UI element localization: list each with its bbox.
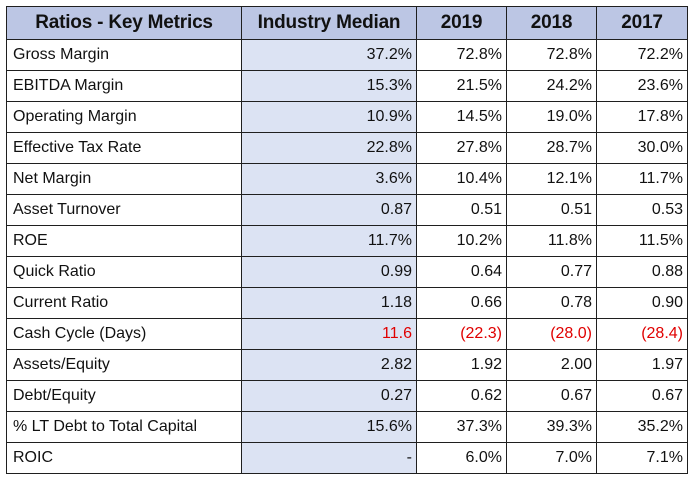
metric-label: Current Ratio — [6, 287, 242, 319]
value-2017: 35.2% — [596, 411, 688, 443]
value-2017: 30.0% — [596, 132, 688, 164]
value-2018: 0.67 — [506, 380, 597, 412]
industry-median-value: - — [241, 442, 417, 474]
value-2017: 17.8% — [596, 101, 688, 133]
value-2019: 10.2% — [416, 225, 507, 257]
table-row: % LT Debt to Total Capital 15.6% 37.3% 3… — [6, 411, 688, 443]
value-2019: (22.3) — [416, 318, 507, 350]
table-row: Asset Turnover 0.87 0.51 0.51 0.53 — [6, 194, 688, 226]
value-2018: 12.1% — [506, 163, 597, 195]
value-2018: 2.00 — [506, 349, 597, 381]
value-2017: 11.7% — [596, 163, 688, 195]
industry-median-value: 0.27 — [241, 380, 417, 412]
value-2019: 14.5% — [416, 101, 507, 133]
value-2017: 23.6% — [596, 70, 688, 102]
table-row: ROE 11.7% 10.2% 11.8% 11.5% — [6, 225, 688, 257]
metric-label: Debt/Equity — [6, 380, 242, 412]
ratios-table-container: Ratios - Key Metrics Industry Median 201… — [6, 6, 688, 474]
ratios-table: Ratios - Key Metrics Industry Median 201… — [6, 6, 688, 474]
value-2018: 39.3% — [506, 411, 597, 443]
value-2019: 0.62 — [416, 380, 507, 412]
metric-label: % LT Debt to Total Capital — [6, 411, 242, 443]
metric-label: ROIC — [6, 442, 242, 474]
value-2017: (28.4) — [596, 318, 688, 350]
metric-label: Assets/Equity — [6, 349, 242, 381]
value-2018: 0.78 — [506, 287, 597, 319]
value-2019: 37.3% — [416, 411, 507, 443]
value-2019: 27.8% — [416, 132, 507, 164]
metric-label: Quick Ratio — [6, 256, 242, 288]
value-2018: 0.51 — [506, 194, 597, 226]
value-2019: 21.5% — [416, 70, 507, 102]
industry-median-value: 10.9% — [241, 101, 417, 133]
header-2017: 2017 — [596, 6, 688, 40]
value-2018: 7.0% — [506, 442, 597, 474]
industry-median-value: 1.18 — [241, 287, 417, 319]
metric-label: Gross Margin — [6, 39, 242, 71]
metric-label: ROE — [6, 225, 242, 257]
value-2019: 6.0% — [416, 442, 507, 474]
industry-median-value: 0.99 — [241, 256, 417, 288]
value-2018: 24.2% — [506, 70, 597, 102]
industry-median-value: 11.7% — [241, 225, 417, 257]
value-2019: 1.92 — [416, 349, 507, 381]
metric-label: Cash Cycle (Days) — [6, 318, 242, 350]
value-2019: 0.66 — [416, 287, 507, 319]
value-2018: 19.0% — [506, 101, 597, 133]
metric-label: Asset Turnover — [6, 194, 242, 226]
table-row: Effective Tax Rate 22.8% 27.8% 28.7% 30.… — [6, 132, 688, 164]
header-industry-median: Industry Median — [241, 6, 417, 40]
value-2019: 72.8% — [416, 39, 507, 71]
table-row: Net Margin 3.6% 10.4% 12.1% 11.7% — [6, 163, 688, 195]
table-row: Gross Margin 37.2% 72.8% 72.8% 72.2% — [6, 39, 688, 71]
header-2018: 2018 — [506, 6, 597, 40]
metric-label: Effective Tax Rate — [6, 132, 242, 164]
value-2017: 0.53 — [596, 194, 688, 226]
industry-median-value: 2.82 — [241, 349, 417, 381]
table-row: Current Ratio 1.18 0.66 0.78 0.90 — [6, 287, 688, 319]
metric-label: EBITDA Margin — [6, 70, 242, 102]
table-row: Cash Cycle (Days) 11.6 (22.3) (28.0) (28… — [6, 318, 688, 350]
value-2017: 72.2% — [596, 39, 688, 71]
header-2019: 2019 — [416, 6, 507, 40]
table-row: Debt/Equity 0.27 0.62 0.67 0.67 — [6, 380, 688, 412]
industry-median-value: 37.2% — [241, 39, 417, 71]
industry-median-value: 15.3% — [241, 70, 417, 102]
industry-median-value: 11.6 — [241, 318, 417, 350]
value-2017: 0.67 — [596, 380, 688, 412]
table-row: ROIC - 6.0% 7.0% 7.1% — [6, 442, 688, 474]
value-2017: 1.97 — [596, 349, 688, 381]
metric-label: Operating Margin — [6, 101, 242, 133]
industry-median-value: 0.87 — [241, 194, 417, 226]
value-2018: 0.77 — [506, 256, 597, 288]
value-2018: 72.8% — [506, 39, 597, 71]
industry-median-value: 3.6% — [241, 163, 417, 195]
table-row: Operating Margin 10.9% 14.5% 19.0% 17.8% — [6, 101, 688, 133]
header-metric: Ratios - Key Metrics — [6, 6, 242, 40]
table-row: EBITDA Margin 15.3% 21.5% 24.2% 23.6% — [6, 70, 688, 102]
value-2018: 11.8% — [506, 225, 597, 257]
value-2017: 0.90 — [596, 287, 688, 319]
value-2019: 10.4% — [416, 163, 507, 195]
value-2019: 0.64 — [416, 256, 507, 288]
value-2017: 11.5% — [596, 225, 688, 257]
industry-median-value: 22.8% — [241, 132, 417, 164]
value-2017: 7.1% — [596, 442, 688, 474]
value-2018: (28.0) — [506, 318, 597, 350]
value-2017: 0.88 — [596, 256, 688, 288]
table-row: Quick Ratio 0.99 0.64 0.77 0.88 — [6, 256, 688, 288]
value-2018: 28.7% — [506, 132, 597, 164]
metric-label: Net Margin — [6, 163, 242, 195]
header-row: Ratios - Key Metrics Industry Median 201… — [6, 6, 688, 40]
industry-median-value: 15.6% — [241, 411, 417, 443]
table-row: Assets/Equity 2.82 1.92 2.00 1.97 — [6, 349, 688, 381]
value-2019: 0.51 — [416, 194, 507, 226]
